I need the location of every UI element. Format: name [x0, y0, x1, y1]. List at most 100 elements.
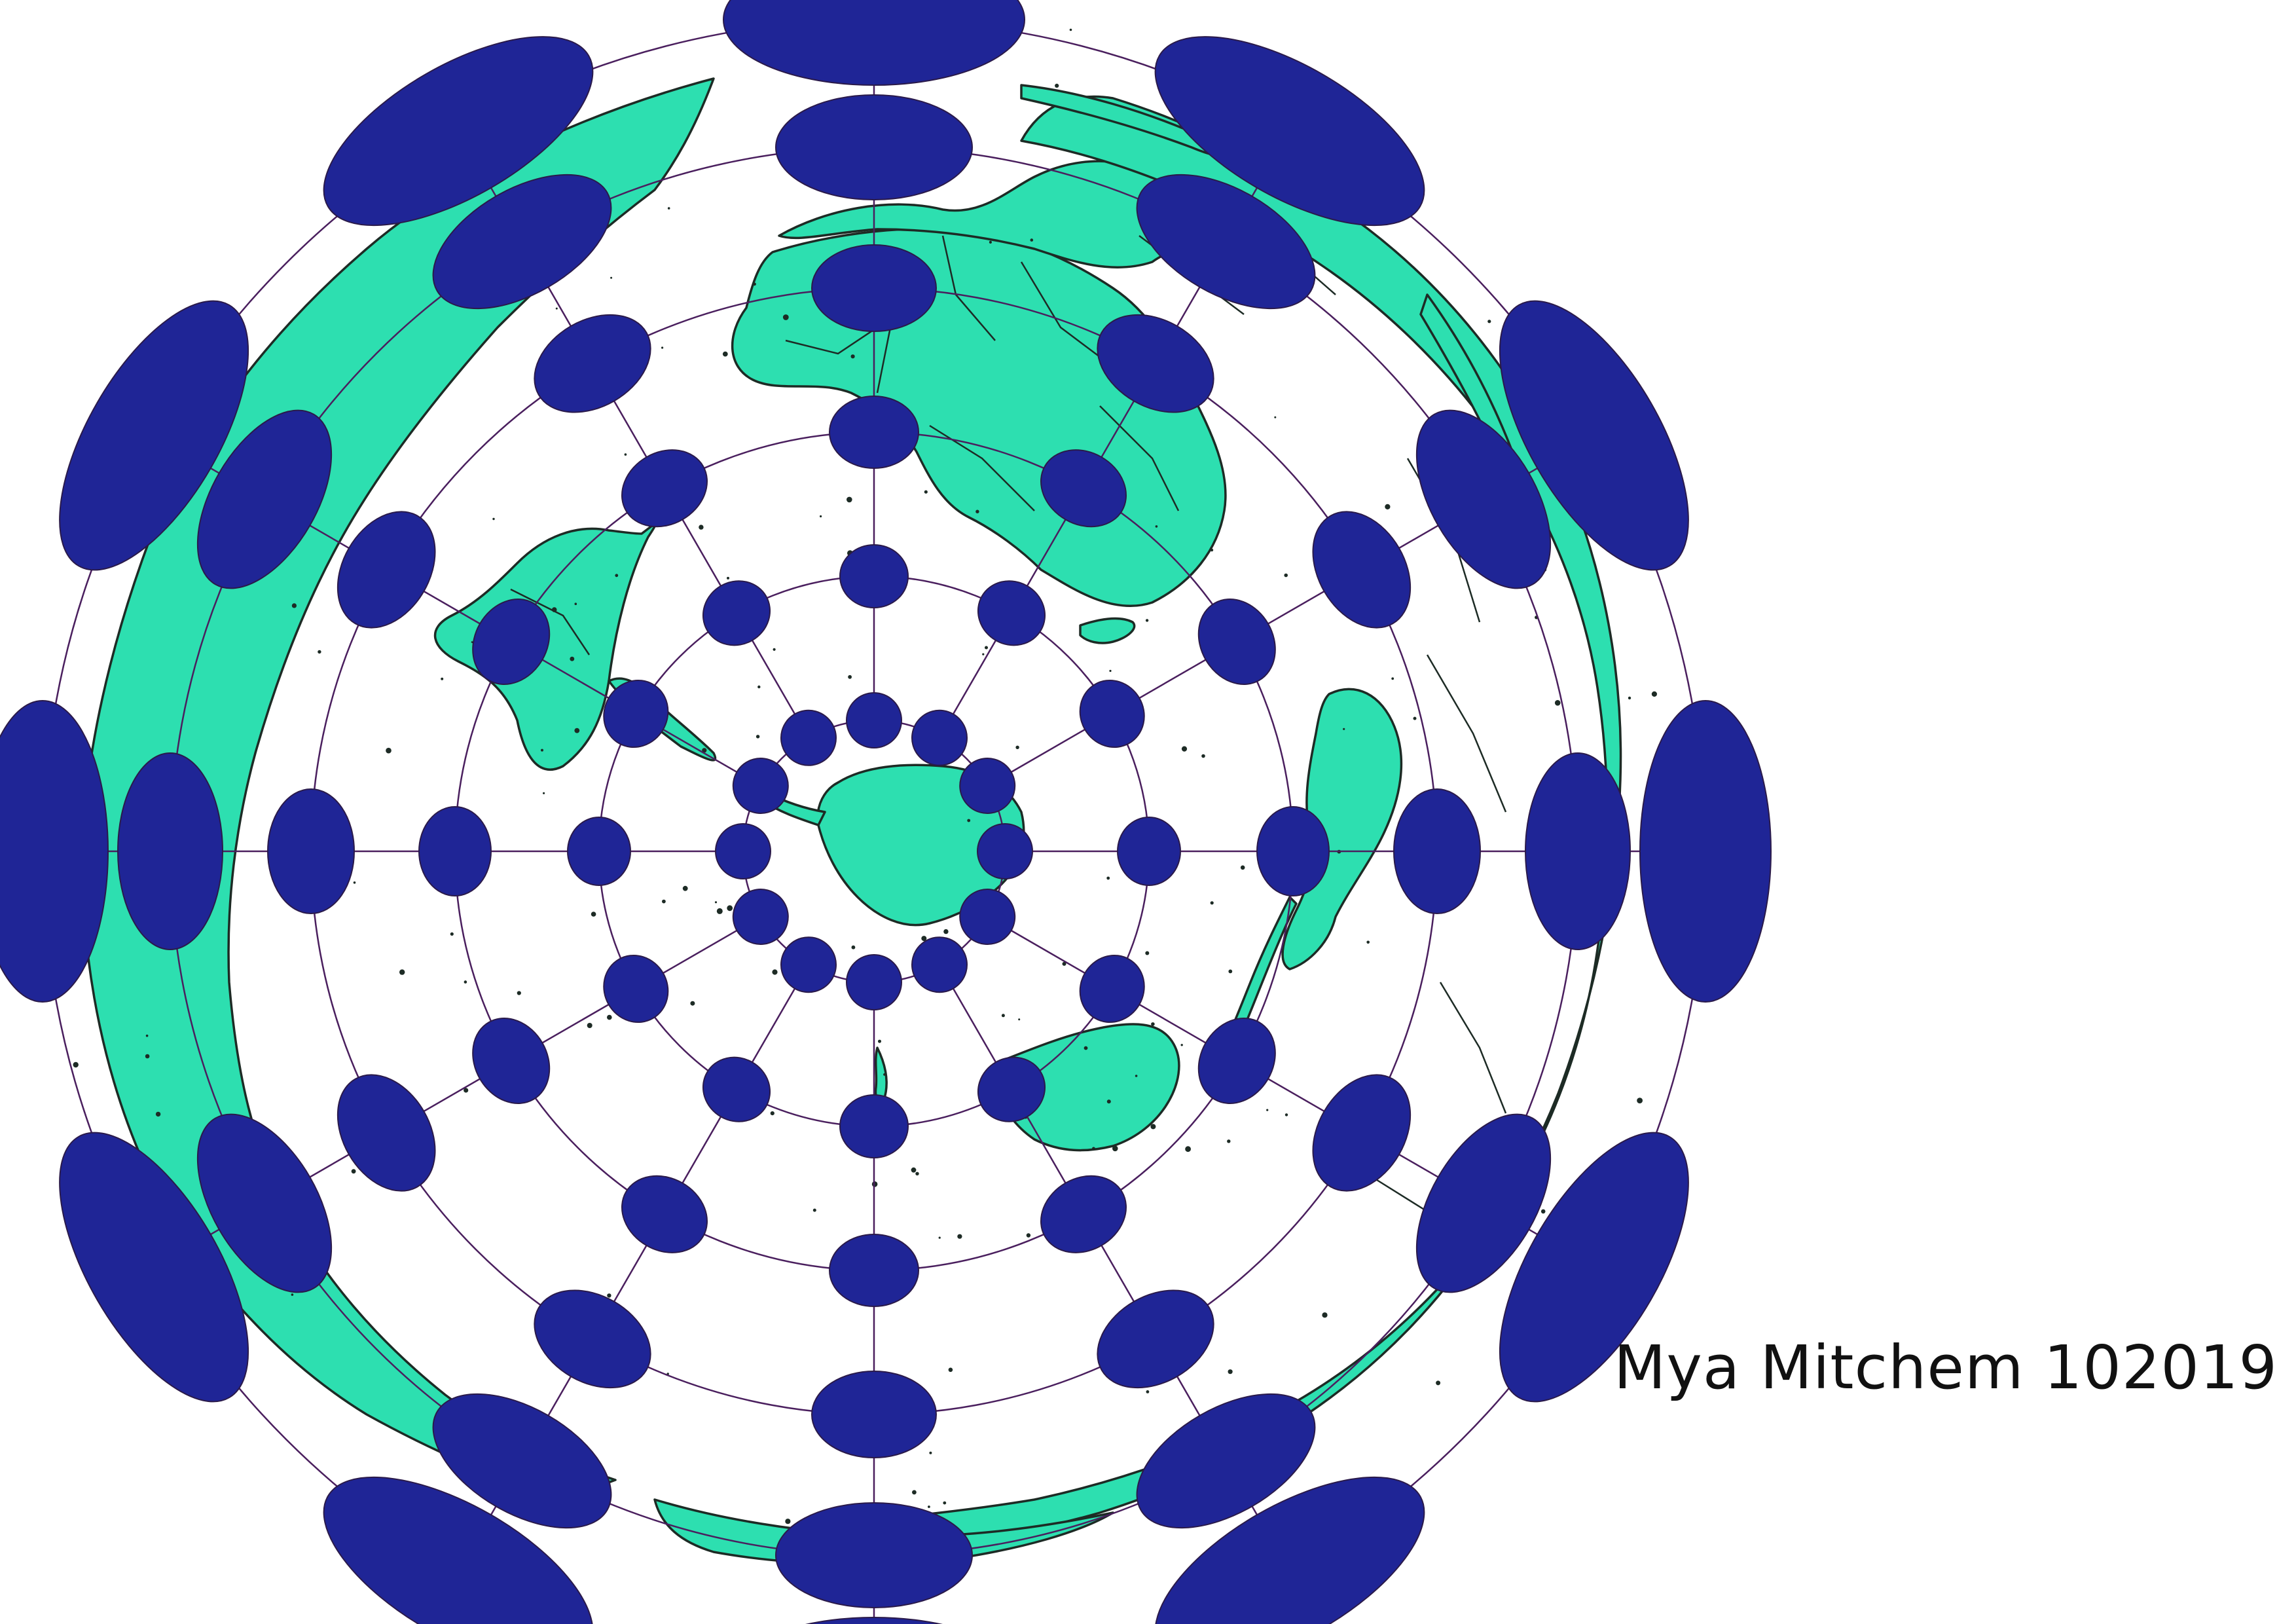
tissot-ellipse — [839, 1094, 909, 1158]
island-speck — [1266, 1109, 1269, 1111]
island-speck — [1180, 1044, 1183, 1046]
tissot-ellipse — [775, 1502, 973, 1608]
tissot-ellipse — [534, 1289, 651, 1389]
island-speck — [1092, 1147, 1095, 1151]
island-speck — [1228, 969, 1233, 974]
island-speck — [1018, 1018, 1021, 1021]
island-speck — [716, 908, 723, 914]
island-speck — [145, 1034, 149, 1037]
tissot-ellipse — [732, 889, 789, 945]
tissot-ellipse — [959, 889, 1016, 945]
island-speck — [989, 240, 992, 244]
island-speck — [682, 885, 688, 891]
tissot-ellipse — [603, 954, 669, 1024]
island-speck — [1112, 1145, 1118, 1152]
tissot-ellipse — [432, 174, 612, 310]
island-speck — [912, 1490, 917, 1495]
island-speck — [1343, 728, 1345, 730]
island-speck — [756, 735, 760, 739]
island-speck — [975, 509, 979, 513]
tissot-ellipse — [196, 1113, 333, 1293]
island-speck — [667, 207, 670, 210]
tissot-ellipse — [977, 823, 1033, 879]
tissot-ellipse — [323, 36, 594, 227]
island-speck — [772, 969, 778, 975]
tissot-ellipse — [702, 580, 771, 646]
island-speck — [770, 1111, 774, 1116]
island-speck — [1210, 901, 1214, 905]
tissot-ellipse — [267, 788, 355, 914]
island-speck — [1151, 1022, 1155, 1026]
island-speck — [543, 792, 545, 794]
island-speck — [399, 969, 405, 975]
island-speck — [607, 1293, 611, 1298]
tissot-ellipse — [1097, 1289, 1214, 1389]
island-speck — [943, 1501, 947, 1505]
tissot-ellipse — [1079, 954, 1145, 1024]
land-madagascar — [1079, 617, 1136, 644]
island-speck — [1540, 1209, 1546, 1214]
island-speck — [1155, 525, 1158, 528]
island-speck — [318, 650, 321, 654]
island-speck — [662, 899, 666, 904]
island-speck — [1145, 951, 1150, 955]
tissot-ellipse — [780, 709, 837, 766]
tissot-ellipse — [959, 758, 1016, 814]
tissot-ellipse — [59, 300, 249, 571]
island-speck — [351, 1169, 356, 1174]
tissot-ellipse — [1525, 752, 1631, 950]
tissot-ellipse — [977, 580, 1046, 646]
tissot-ellipse — [621, 1175, 708, 1253]
tissot-ellipse — [1393, 788, 1481, 914]
tissot-ellipse — [723, 0, 1025, 86]
island-speck — [714, 901, 718, 904]
tissot-ellipse — [1040, 1175, 1127, 1253]
island-speck — [541, 748, 543, 752]
island-speck — [1084, 1046, 1088, 1050]
island-speck — [492, 517, 495, 521]
island-speck — [878, 1039, 881, 1043]
tissot-ellipse — [1097, 314, 1214, 413]
island-speck — [1069, 28, 1072, 31]
island-speck — [1135, 1075, 1138, 1077]
island-speck — [1436, 1380, 1441, 1386]
island-speck — [1322, 1312, 1328, 1318]
tissot-ellipse — [1256, 806, 1330, 896]
island-speck — [929, 1451, 932, 1454]
tissot-ellipse — [1040, 449, 1127, 528]
island-speck — [782, 314, 789, 320]
island-speck — [1106, 876, 1110, 880]
island-speck — [928, 1505, 930, 1508]
island-speck — [1210, 548, 1214, 552]
island-speck — [291, 603, 297, 608]
island-speck — [615, 574, 619, 578]
island-speck — [943, 929, 949, 934]
island-speck — [850, 354, 855, 359]
island-speck — [291, 1293, 294, 1296]
island-speck — [464, 980, 467, 984]
island-speck — [753, 282, 756, 286]
island-speck — [624, 453, 627, 456]
tissot-ellipse — [472, 1018, 551, 1104]
tissot-ellipse — [839, 544, 909, 608]
tissot-ellipse — [0, 700, 109, 1003]
tissot-ellipse — [337, 511, 436, 629]
island-speck — [574, 602, 577, 605]
island-speck — [1487, 320, 1491, 323]
tissot-ellipse — [1312, 1074, 1412, 1192]
tissot-ellipse — [811, 1371, 937, 1458]
tissot-ellipse — [911, 709, 968, 766]
tissot-ellipse — [1136, 174, 1316, 310]
island-speck — [924, 490, 928, 494]
island-speck — [1146, 1390, 1150, 1393]
tissot-ellipse — [1197, 1018, 1276, 1104]
island-speck — [1201, 754, 1205, 758]
island-speck — [982, 653, 985, 655]
island-speck — [610, 276, 613, 279]
tissot-ellipse — [1312, 511, 1412, 629]
tissot-ellipse — [418, 806, 492, 896]
tissot-ellipse — [1117, 817, 1181, 886]
island-speck — [921, 936, 927, 942]
island-speck — [1554, 700, 1561, 706]
